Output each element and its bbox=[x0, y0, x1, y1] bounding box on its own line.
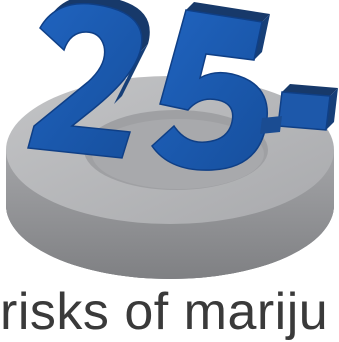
number-25-graphic bbox=[27, 0, 338, 171]
caption-text: risks of mariju bbox=[0, 283, 329, 341]
